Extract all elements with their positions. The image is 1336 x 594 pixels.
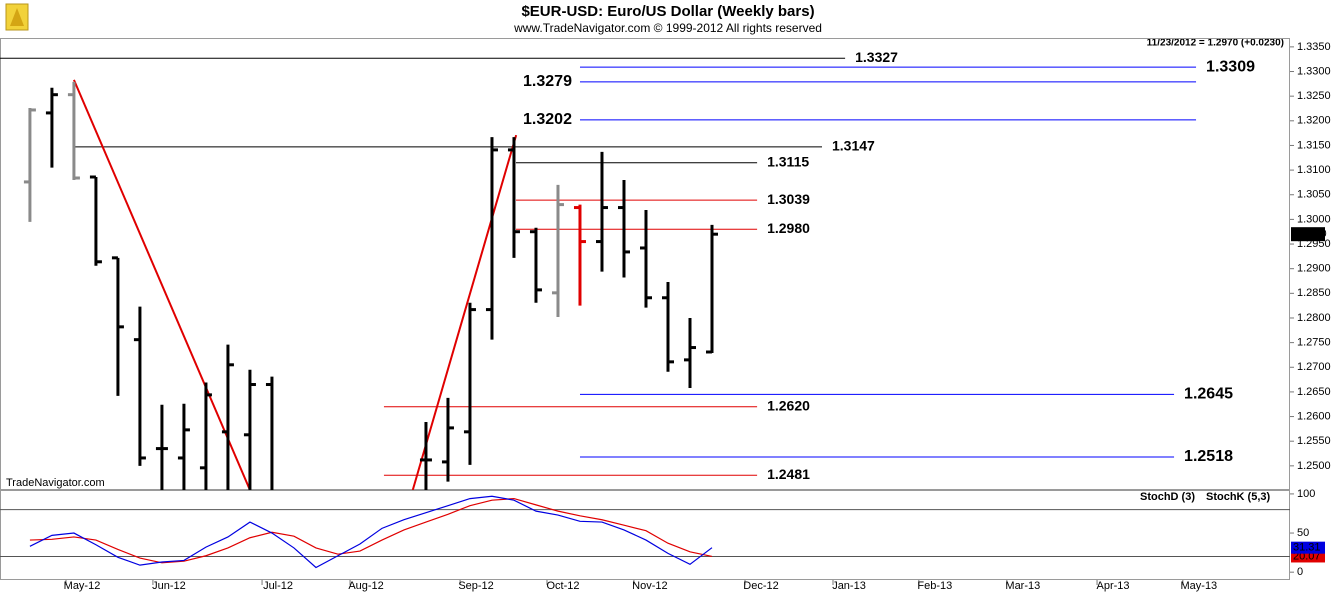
y-tick-label: 1.2600 [1297,410,1331,422]
x-tick-label: May-13 [1181,580,1218,592]
legend-entry: StochK (5,3) [1206,491,1271,503]
y-tick-label: 50 [1297,527,1309,539]
legend-entry: StochD (3) [1140,491,1195,503]
x-tick-label: Oct-12 [546,580,579,592]
y-tick-label: 1.3350 [1297,41,1331,53]
chart-subtitle: www.TradeNavigator.com © 1999-2012 All r… [513,21,822,35]
level-label: 1.3309 [1206,58,1255,75]
axes: 1.2500 1.2550 1.2600 1.2650 1.2700 1.2750 1.28… [64,41,1331,592]
y-tick-label: 100 [1297,488,1315,500]
x-tick-label: Mar-13 [1005,580,1040,592]
level-label: 1.2620 [767,397,810,413]
y-tick-label: 1.2700 [1297,361,1331,373]
y-tick-label: 1.3250 [1297,90,1331,102]
y-tick-label: 1.3200 [1297,115,1331,127]
level-label: 1.2481 [767,466,810,482]
level-label: 1.3115 [767,153,809,169]
y-tick-label: 1.3100 [1297,164,1331,176]
y-tick-label: 0 [1297,566,1303,578]
level-label: 1.3279 [523,73,572,90]
quote-info: 11/23/2012 = 1.2970 (+0.0230) [1147,38,1284,49]
x-tick-label: Jan-13 [832,580,866,592]
y-tick-label: 1.2550 [1297,435,1331,447]
last-value-box [1291,541,1325,554]
chart-title: $EUR-USD: Euro/US Dollar (Weekly bars) [521,3,814,20]
trend-line [73,79,251,490]
y-tick-label: 1.3150 [1297,139,1331,151]
y-tick-label: 1.2900 [1297,263,1331,275]
x-tick-label: Dec-12 [743,580,778,592]
stoch-line [29,495,713,569]
x-tick-label: Sep-12 [458,580,493,592]
level-label: 1.2645 [1184,386,1233,403]
y-tick-label: 1.3050 [1297,189,1331,201]
x-tick-label: Jul-12 [263,580,293,592]
x-tick-label: May-12 [64,580,101,592]
level-label: 1.3202 [523,111,572,128]
price-plot [0,57,1197,490]
y-tick-label: 1.2850 [1297,287,1331,299]
x-tick-label: Aug-12 [348,580,383,592]
level-label: 1.2518 [1184,448,1233,465]
y-tick-label: 1.2750 [1297,337,1331,349]
last-price-box [1291,227,1325,242]
watermark: TradeNavigator.com [6,477,105,489]
x-tick-label: Feb-13 [917,580,952,592]
price-frame [0,38,1290,490]
y-tick-label: 1.3300 [1297,65,1331,77]
y-tick-label: 1.2650 [1297,386,1331,398]
stoch-line [29,498,713,564]
logo [5,3,29,31]
y-tick-label: 1.3000 [1297,213,1331,225]
y-tick-label: 1.2500 [1297,460,1331,472]
level-label: 1.2980 [767,220,810,236]
trend-line [411,134,518,490]
last-price-label: 1.2970 [1293,228,1327,240]
y-tick-label: 1.2800 [1297,312,1331,324]
stoch-frame [0,490,1290,580]
x-tick-label: Nov-12 [632,580,667,592]
level-label: 1.3147 [832,138,875,154]
x-tick-label: Jun-12 [152,580,186,592]
level-label: 1.3039 [767,191,810,207]
stoch-plot [0,495,1290,569]
x-tick-label: Apr-13 [1097,580,1130,592]
level-label: 1.3327 [855,49,898,65]
last-value-label: 31.31 [1293,542,1321,554]
